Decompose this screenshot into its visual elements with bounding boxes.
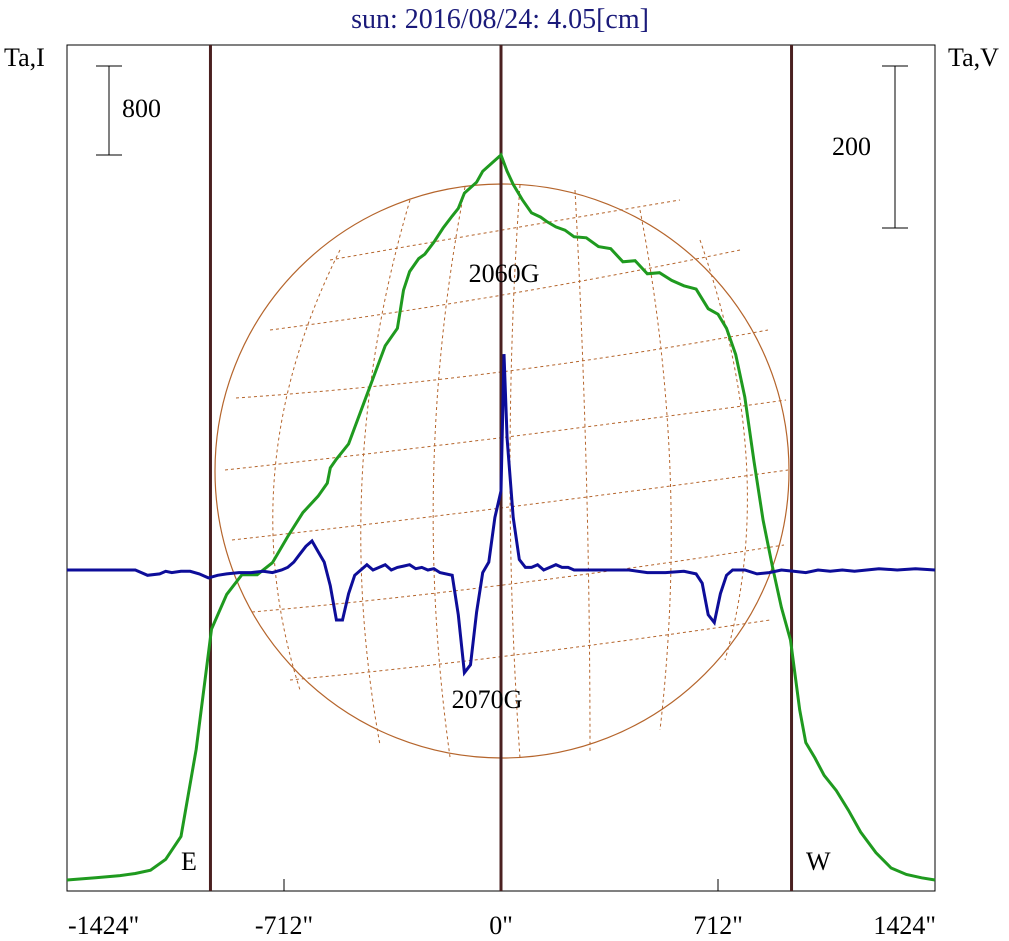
series-line-V bbox=[67, 354, 936, 677]
annotation-bottom-peak: 2070G bbox=[452, 685, 523, 714]
right-scale-bar bbox=[882, 65, 908, 229]
annotation-east: E bbox=[181, 847, 197, 876]
left-scale-bar bbox=[96, 65, 122, 156]
right-axis-label: Ta,V bbox=[948, 43, 999, 72]
x-tick-label: 0" bbox=[489, 911, 513, 940]
x-tick-label: 1424" bbox=[873, 911, 936, 940]
x-tick-labels: -1424" -712" 0" 712" 1424" bbox=[68, 911, 936, 940]
right-scale-bar-label: 200 bbox=[832, 132, 871, 161]
annotation-top-peak: 2060G bbox=[469, 259, 540, 288]
x-tick-label: 712" bbox=[693, 911, 743, 940]
chart-title: sun: 2016/08/24: 4.05[cm] bbox=[351, 4, 649, 35]
x-tick-label: -712" bbox=[255, 911, 313, 940]
annotation-west: W bbox=[806, 847, 831, 876]
series-line-I bbox=[66, 152, 936, 882]
left-axis-label: Ta,I bbox=[4, 43, 45, 72]
left-scale-bar-label: 800 bbox=[122, 94, 161, 123]
x-tick-label: -1424" bbox=[68, 911, 139, 940]
